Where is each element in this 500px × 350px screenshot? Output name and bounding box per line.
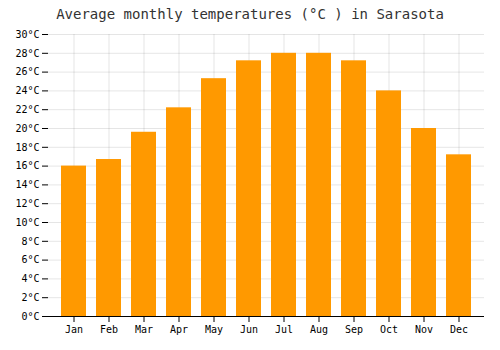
- svg-text:Feb: Feb: [100, 324, 118, 335]
- svg-text:0°C: 0°C: [21, 311, 39, 322]
- svg-text:Aug: Aug: [310, 324, 328, 335]
- svg-text:26°C: 26°C: [15, 66, 39, 77]
- svg-text:28°C: 28°C: [15, 48, 39, 59]
- svg-text:Jun: Jun: [240, 324, 258, 335]
- svg-text:14°C: 14°C: [15, 179, 39, 190]
- svg-text:2°C: 2°C: [21, 292, 39, 303]
- svg-text:6°C: 6°C: [21, 254, 39, 265]
- svg-text:16°C: 16°C: [15, 160, 39, 171]
- svg-text:Jul: Jul: [275, 324, 293, 335]
- svg-text:Nov: Nov: [415, 324, 433, 335]
- svg-text:Oct: Oct: [380, 324, 398, 335]
- svg-text:20°C: 20°C: [15, 123, 39, 134]
- svg-text:Mar: Mar: [135, 324, 153, 335]
- svg-text:May: May: [205, 324, 223, 335]
- svg-text:24°C: 24°C: [15, 85, 39, 96]
- svg-text:10°C: 10°C: [15, 217, 39, 228]
- svg-text:22°C: 22°C: [15, 104, 39, 115]
- svg-text:Sep: Sep: [345, 324, 363, 335]
- svg-text:Apr: Apr: [170, 324, 188, 335]
- svg-text:30°C: 30°C: [15, 29, 39, 40]
- svg-text:8°C: 8°C: [21, 236, 39, 247]
- html-text:Average monthly temperatures (: Average monthly temperatures (°C ) in Sa…: [56, 6, 444, 22]
- svg-text:Dec: Dec: [450, 324, 468, 335]
- svg-text:Jan: Jan: [65, 324, 83, 335]
- svg-text:18°C: 18°C: [15, 142, 39, 153]
- svg-text:4°C: 4°C: [21, 273, 39, 284]
- svg-text:12°C: 12°C: [15, 198, 39, 209]
